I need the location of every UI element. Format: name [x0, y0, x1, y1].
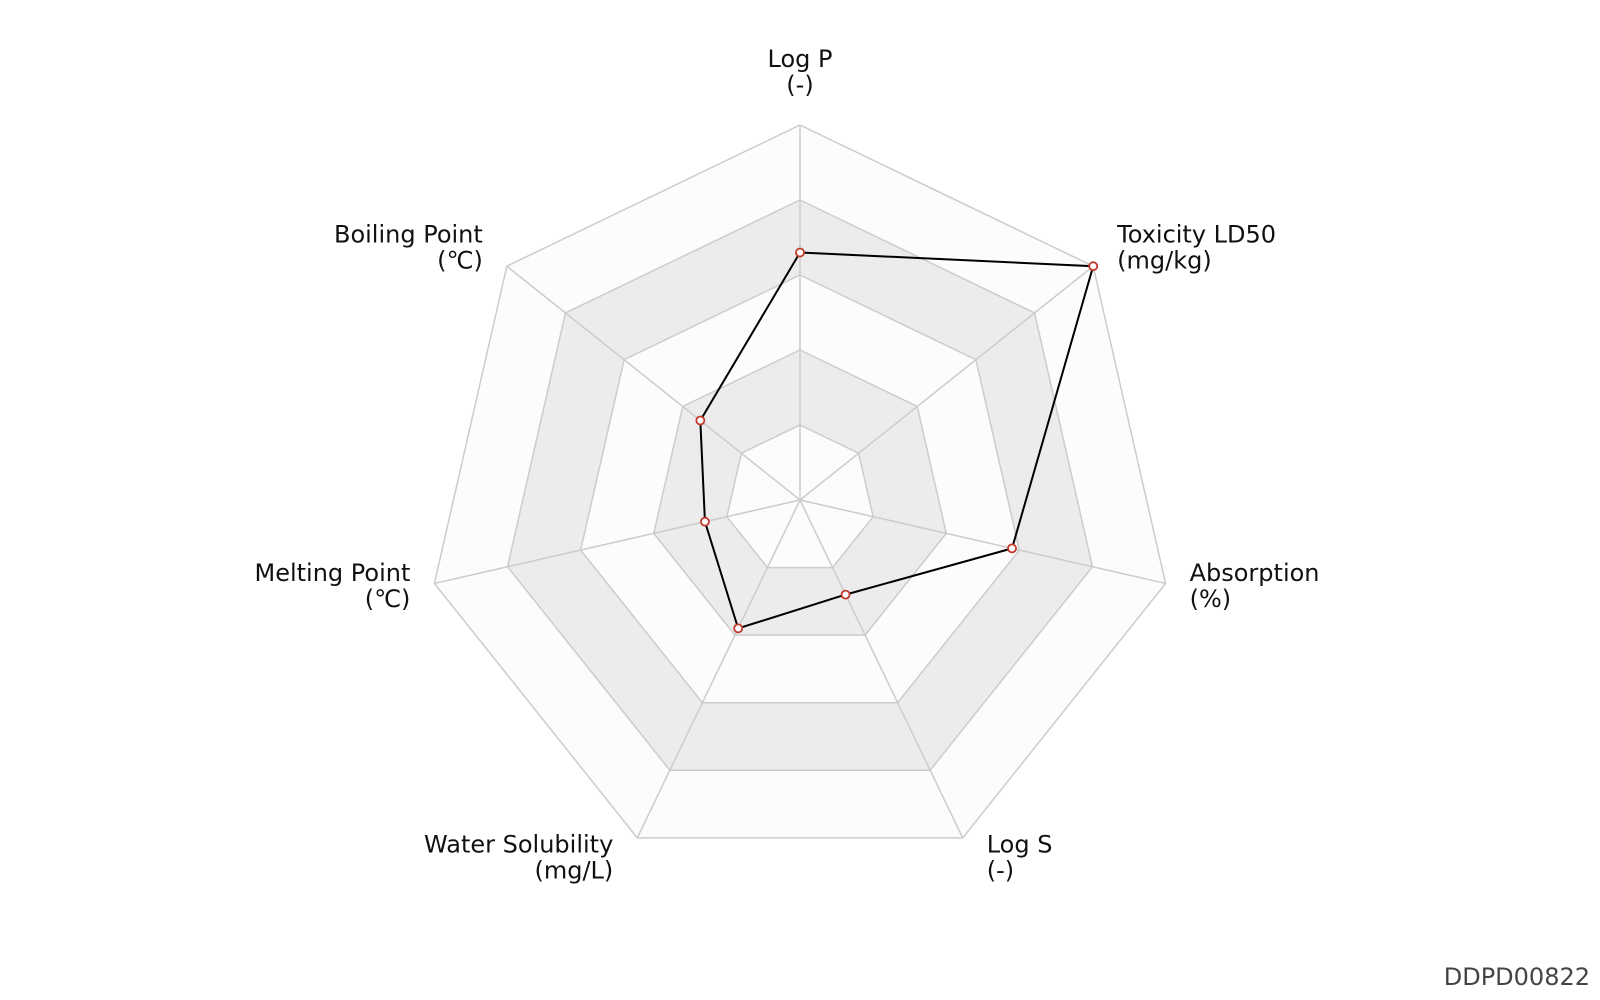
axis-label: Water Solubility [424, 830, 613, 858]
axis-spoke [636, 499, 801, 839]
data-point [795, 247, 805, 258]
axis-label: Log P [768, 45, 833, 73]
axis-label: Log S [987, 830, 1053, 858]
data-point [1007, 543, 1017, 554]
footer-id: DDPD00822 [1444, 963, 1590, 991]
data-point [695, 415, 706, 426]
axis-label: Boiling Point [334, 221, 483, 249]
axis-unit: (%) [1190, 585, 1232, 613]
data-point [1088, 261, 1099, 272]
data-point [700, 516, 710, 527]
axis-unit: (-) [987, 856, 1014, 884]
data-point [840, 589, 851, 600]
data-line [699, 251, 1095, 630]
axis-label: Melting Point [255, 559, 411, 587]
axis-unit: (-) [786, 71, 813, 99]
axis-spoke [799, 499, 1166, 585]
axis-unit: (℃) [365, 585, 411, 613]
axis-spoke [799, 499, 964, 839]
axis-unit: (℃) [437, 247, 483, 275]
axis-label: Toxicity LD50 [1116, 221, 1276, 249]
axis-spoke [799, 265, 1094, 501]
axis-label: Absorption [1190, 559, 1320, 587]
axis-unit: (mg/L) [534, 856, 613, 884]
axis-spoke [506, 265, 801, 501]
axis-unit: (mg/kg) [1117, 247, 1212, 275]
data-point [733, 623, 744, 634]
axis-spoke [434, 499, 801, 585]
